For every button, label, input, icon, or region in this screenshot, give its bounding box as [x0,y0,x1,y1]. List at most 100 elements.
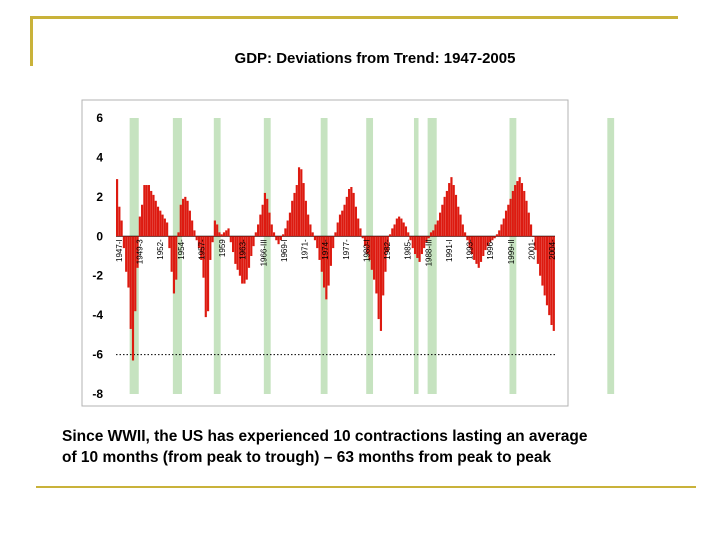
bar [491,236,494,241]
bar [254,232,257,237]
bar [452,185,455,237]
recession-band [213,118,221,394]
accent-bar-top [30,16,678,19]
bar [423,236,426,249]
bar [284,228,287,237]
bar [257,224,260,237]
bar [122,236,125,249]
bar [432,230,435,237]
bar [473,236,476,260]
bar [407,232,410,237]
bar [279,236,282,241]
bar [225,230,228,237]
bar [400,218,403,237]
bar [404,226,408,237]
bar [177,232,180,237]
recession-band [607,118,615,394]
bar [166,222,169,237]
bar [138,216,141,237]
y-tick-label: -8 [92,387,103,401]
bar [229,236,232,243]
bar [238,236,241,276]
y-axis-ticks: 6 4 2 0 -2 -4 -6 -8 [92,111,103,401]
bar [307,214,310,237]
caption-line-2: of 10 months (from peak to trough) – 63 … [62,449,552,466]
bar [272,232,276,237]
bar [532,236,535,237]
bar [202,236,205,278]
bar [338,214,342,237]
bar [152,194,155,237]
x-tick-label: 2004- [548,239,557,260]
x-tick-label: 1959 [218,239,227,257]
bar [250,236,253,256]
bar [143,185,146,237]
bar [116,179,119,237]
x-tick-label: 1949-3 [136,239,145,264]
bar [334,232,337,237]
bar [332,236,335,249]
bar [193,230,196,237]
bar [191,220,194,237]
bar [259,214,262,237]
bar [352,192,355,237]
bar [186,200,189,237]
bar [236,236,239,270]
bar [518,177,521,237]
bar [213,220,216,237]
bar [523,190,526,237]
bar [443,196,446,237]
bar [154,200,157,237]
y-tick-label: 4 [96,150,103,164]
bar [336,222,339,237]
bar [245,236,248,280]
bar [218,232,221,237]
bar [261,204,264,237]
bar [145,185,148,237]
bar [131,236,135,361]
bar [495,234,499,237]
bar [309,224,312,237]
bar [550,236,553,325]
bar [370,236,373,270]
bar [484,236,487,251]
bar [118,206,121,237]
bar [120,220,123,237]
y-tick-label: 0 [96,229,103,243]
bar [507,204,510,237]
bar [441,204,444,237]
bar [504,210,508,237]
bar [416,236,419,258]
bar [350,187,353,237]
bar [147,185,151,237]
bar [386,236,389,253]
bar [377,236,380,320]
bar [509,198,512,237]
bar [461,224,464,237]
bar [375,236,378,294]
bar [266,198,269,237]
bar [459,214,462,237]
x-tick-label: 1980-I [362,239,371,262]
bar [468,236,471,249]
bar [345,196,348,237]
bar [500,224,503,237]
bar [384,236,387,272]
bar [129,236,132,329]
bar [354,206,357,237]
bar [388,234,392,237]
bar [200,236,203,260]
bar [150,190,153,237]
bar [211,236,214,243]
bar [286,220,289,237]
bar [156,206,160,237]
bar [275,236,278,241]
bar [366,236,369,255]
recession-band [509,118,517,394]
bar [489,236,492,243]
bar [232,236,235,253]
bar [520,183,524,237]
bar [209,236,212,260]
bar [222,232,226,237]
bar [548,236,551,316]
